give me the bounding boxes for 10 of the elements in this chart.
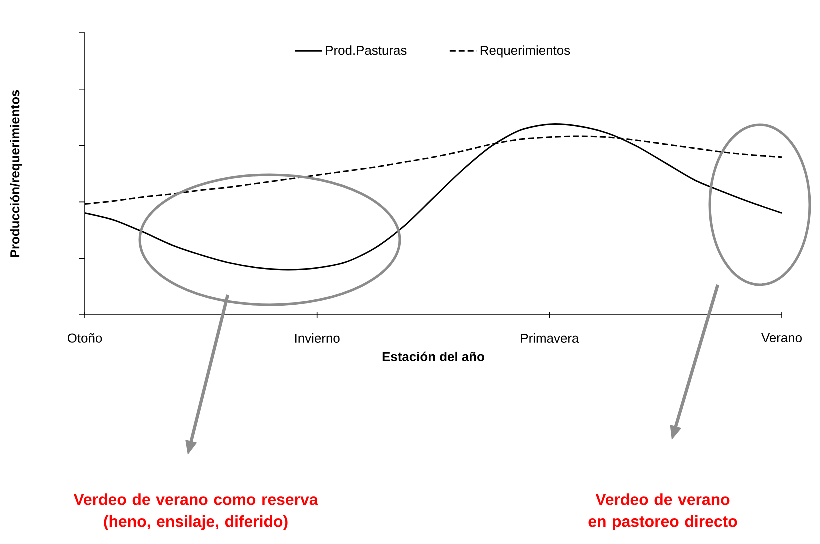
x-tick-label: Primavera — [521, 334, 580, 344]
legend-label: Requerimientos — [480, 46, 570, 58]
y-axis-title: Producción/requerimientos — [10, 90, 22, 258]
x-axis-title: Estación del año — [382, 352, 484, 362]
legend-label: Prod.Pasturas — [326, 46, 407, 56]
text: Verdeo de verano como reserva (heno, ensilaje, diferido) — [74, 494, 318, 530]
text: Verdeo de verano en pastoreo directo — [588, 494, 738, 530]
x-tick-label: Verano — [762, 334, 802, 343]
x-tick-label: Otoño — [68, 334, 102, 343]
x-tick-label: Invierno — [296, 334, 340, 344]
